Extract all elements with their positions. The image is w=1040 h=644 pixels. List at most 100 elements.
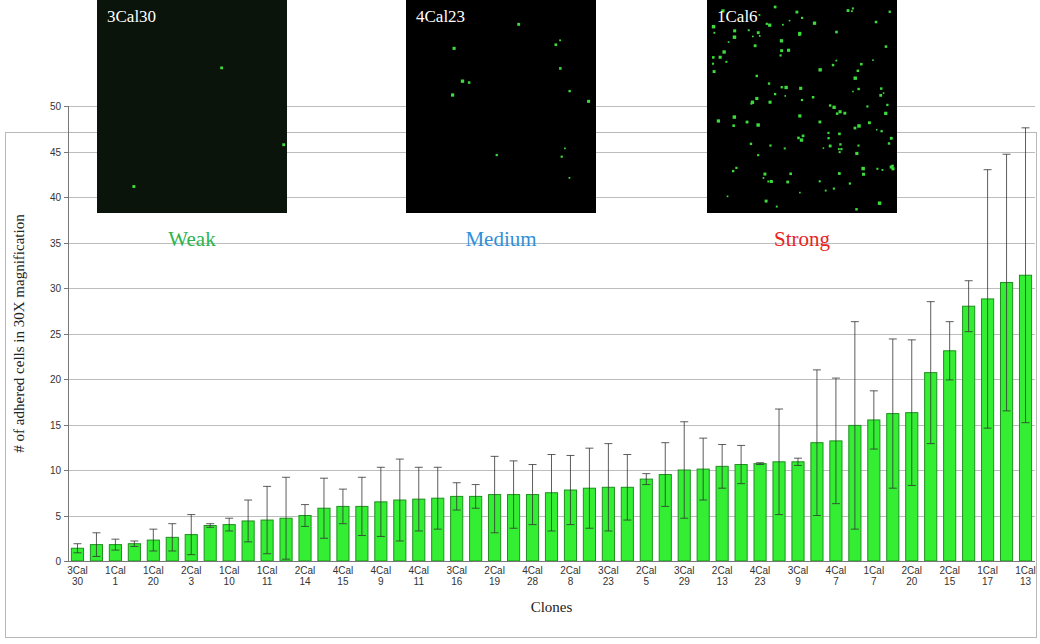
tick-mark <box>64 379 68 380</box>
tick-label-line: 5 <box>644 576 650 587</box>
cell-dot <box>795 11 798 14</box>
tick-label: 4Cal23 <box>750 565 771 587</box>
cell-dot <box>827 132 829 134</box>
cell-dot <box>829 145 832 148</box>
error-bar <box>453 483 461 510</box>
cell-dot <box>774 93 776 95</box>
cell-dot <box>851 10 853 12</box>
tick-label-line: 3Cal <box>788 565 809 576</box>
cell-dot <box>880 130 882 132</box>
error-bar <box>566 455 574 524</box>
tick-label-line: 2Cal <box>181 565 202 576</box>
cell-dot <box>782 24 784 26</box>
tick-mark <box>64 288 68 289</box>
error-bar <box>984 170 992 428</box>
cell-dot <box>857 88 859 90</box>
cell-dot <box>748 29 750 31</box>
cell-dot <box>798 32 801 35</box>
tick-label-line: 9 <box>795 576 801 587</box>
x-axis: 3Cal301Cal11Cal202Cal31Cal101Cal112Cal14… <box>67 565 1036 587</box>
tick-label: 1Cal17 <box>977 565 998 587</box>
tick-label: 2Cal13 <box>712 565 733 587</box>
image-background <box>406 0 596 213</box>
tick-label-line: 1Cal <box>105 565 126 576</box>
cell-dot <box>784 147 786 149</box>
chart: 051015202530354045503Cal301Cal11Cal202Ca… <box>0 0 1040 644</box>
inset-image: 3Cal30 <box>97 0 287 213</box>
cell-dot <box>857 145 859 147</box>
cell-dot <box>787 49 790 52</box>
cell-dot <box>839 110 842 113</box>
tick-mark <box>64 106 68 107</box>
tick-label: 0 <box>55 556 61 567</box>
tick-label: 3Cal9 <box>788 565 809 587</box>
cell-dot <box>876 129 878 131</box>
grid-line <box>68 379 1035 380</box>
cell-dot <box>763 173 766 176</box>
bar <box>792 462 804 561</box>
cell-dot <box>768 24 771 27</box>
error-bar <box>965 281 973 332</box>
tick-label-line: 7 <box>833 576 839 587</box>
error-bar <box>187 515 195 555</box>
bar <box>204 526 216 561</box>
tick-label-line: 16 <box>451 576 463 587</box>
y-axis-line <box>68 106 69 561</box>
tick-mark <box>64 243 68 244</box>
cell-dot <box>757 154 759 156</box>
tick-label: 4Cal9 <box>371 565 392 587</box>
cell-dot <box>733 35 736 38</box>
error-bar <box>623 455 631 521</box>
cell-dot <box>802 135 805 138</box>
cell-dot <box>770 180 773 183</box>
cell-dot <box>889 11 891 13</box>
error-bar <box>491 456 499 532</box>
tick-label: 10 <box>50 465 62 476</box>
cell-dot <box>838 148 840 150</box>
cell-dot <box>559 39 561 41</box>
tick-label: 40 <box>50 192 62 203</box>
cell-dot <box>712 56 715 59</box>
error-bar <box>529 465 537 525</box>
tick-label-line: 29 <box>679 576 691 587</box>
cell-dot <box>862 173 865 176</box>
tick-mark <box>64 152 68 153</box>
tick-label: 2Cal15 <box>939 565 960 587</box>
cell-dot <box>818 68 821 71</box>
cell-dot <box>799 87 802 90</box>
tick-label: 2Cal14 <box>295 565 316 587</box>
cell-dot <box>728 41 730 43</box>
error-bar <box>130 541 138 546</box>
tick-label-line: 9 <box>378 576 384 587</box>
x-axis-line <box>68 561 1035 562</box>
cell-dot <box>719 56 722 59</box>
tick-label-line: 17 <box>982 576 994 587</box>
cell-dot <box>890 166 893 169</box>
tick-label: 2Cal8 <box>560 565 581 587</box>
tick-mark <box>64 197 68 198</box>
error-bar <box>339 489 347 524</box>
tick-label: 3Cal16 <box>446 565 467 587</box>
tick-label-line: 30 <box>72 576 84 587</box>
cell-dot <box>838 172 841 175</box>
cell-dot <box>890 137 893 140</box>
cell-dot <box>763 177 765 179</box>
image-background <box>97 0 287 213</box>
cell-dot <box>765 200 768 203</box>
tick-label: 1Cal7 <box>864 565 885 587</box>
tick-label-line: 1Cal <box>1015 565 1036 576</box>
tick-label: 1Cal10 <box>219 565 240 587</box>
cell-dot <box>813 22 816 25</box>
cell-dot <box>838 133 841 136</box>
cell-dot <box>554 43 557 46</box>
tick-mark <box>64 516 68 517</box>
error-bar <box>756 463 764 465</box>
cell-dot <box>712 25 715 28</box>
cell-dot <box>879 94 882 97</box>
tick-label: 1Cal11 <box>257 565 278 587</box>
cell-dot <box>855 152 858 155</box>
error-bar <box>548 455 556 531</box>
tick-label-line: 4Cal <box>408 565 429 576</box>
tick-label-line: 4Cal <box>333 565 354 576</box>
cell-dot <box>733 115 736 118</box>
